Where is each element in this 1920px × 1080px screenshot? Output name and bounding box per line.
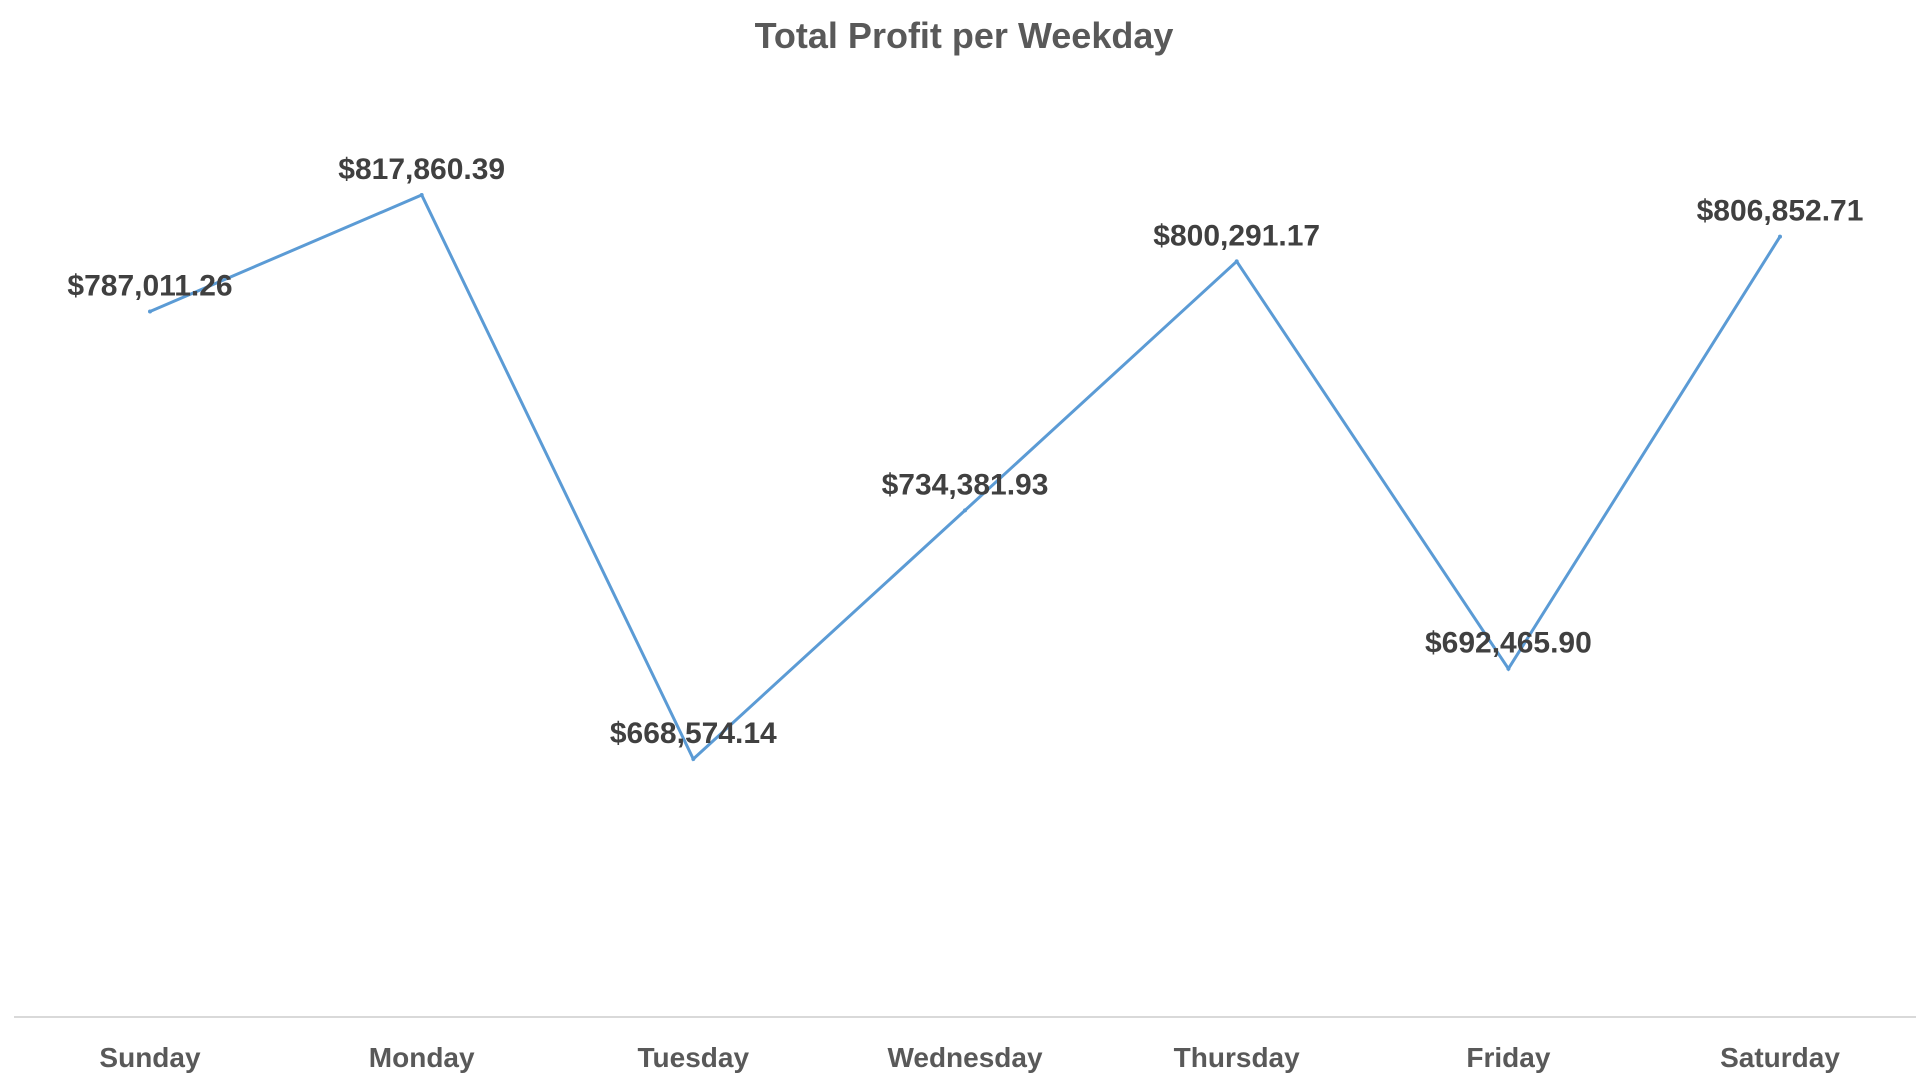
data-point-thursday	[1234, 259, 1239, 264]
series-group: $787,011.26 $817,860.39 $668,574.14 $734,38…	[67, 153, 1864, 762]
data-point-saturday	[1778, 234, 1782, 239]
data-label-monday: $817,860.39	[338, 153, 505, 186]
data-point-friday	[1506, 666, 1511, 671]
data-point-tuesday	[691, 757, 696, 761]
data-label-wednesday: $734,381.93	[882, 468, 1049, 501]
chart-title: Total Profit per Weekday	[755, 15, 1174, 56]
x-tick-labels: Sunday Monday Tuesday Wednesday Thursday Frid…	[99, 1042, 1840, 1073]
data-label-friday: $692,465.90	[1425, 627, 1592, 660]
x-tick-label-wednesday: Wednesday	[887, 1042, 1043, 1073]
data-label-saturday: $806,852.71	[1697, 195, 1864, 228]
data-point-sunday	[148, 309, 152, 314]
data-label-tuesday: $668,574.14	[610, 717, 777, 750]
x-tick-label-thursday: Thursday	[1174, 1042, 1300, 1073]
x-tick-label-tuesday: Tuesday	[638, 1042, 750, 1073]
x-tick-label-sunday: Sunday	[99, 1042, 201, 1073]
x-tick-label-monday: Monday	[369, 1042, 475, 1073]
data-label-sunday: $787,011.26	[67, 270, 232, 303]
x-tick-label-saturday: Saturday	[1720, 1042, 1840, 1073]
data-label-thursday: $800,291.17	[1153, 219, 1320, 252]
data-point-monday	[419, 193, 424, 197]
data-point-wednesday	[963, 508, 967, 513]
x-tick-label-friday: Friday	[1466, 1042, 1550, 1073]
